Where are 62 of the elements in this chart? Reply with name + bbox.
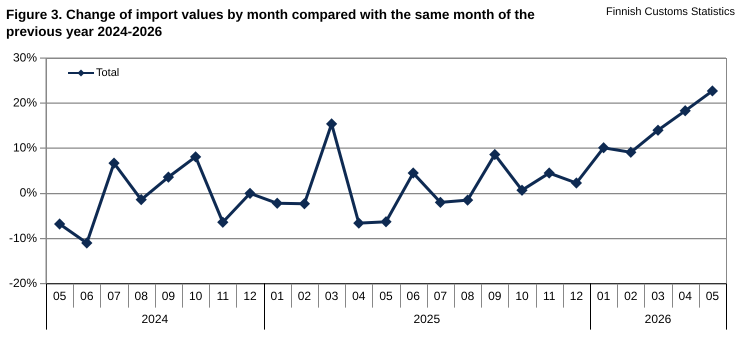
text: 2024 bbox=[141, 312, 168, 326]
point bbox=[354, 218, 364, 228]
x-tick-label: 08 bbox=[460, 289, 475, 304]
point bbox=[381, 216, 392, 227]
point bbox=[299, 198, 310, 209]
point bbox=[54, 219, 65, 230]
point bbox=[109, 158, 120, 168]
x-tick-label: 12 bbox=[243, 289, 258, 304]
x-tick-label: 08 bbox=[134, 289, 148, 304]
text: Finnish Customs Statistics bbox=[606, 6, 736, 19]
point bbox=[163, 172, 174, 182]
x-tick-label: 01 bbox=[596, 289, 611, 304]
point bbox=[680, 106, 690, 116]
y-tick-label: -10% bbox=[9, 230, 38, 245]
x-tick-label: 11 bbox=[542, 289, 556, 304]
point bbox=[136, 194, 146, 205]
point bbox=[544, 168, 554, 178]
x-tick-label: 04 bbox=[678, 289, 692, 304]
x-tick-label: 03 bbox=[651, 289, 665, 304]
x-tick-label: 07 bbox=[107, 289, 122, 304]
x-tick-label: 01 bbox=[270, 289, 284, 304]
x-tick-label: 05 bbox=[706, 289, 720, 304]
chart-title: Figure 3. Change of import values by month compared with the same month of the previous year 2024-2026 bbox=[6, 6, 536, 40]
point bbox=[490, 150, 500, 160]
x-tick-label: 05 bbox=[52, 289, 67, 304]
point bbox=[571, 178, 582, 188]
x-tick-label: 02 bbox=[624, 289, 638, 304]
point bbox=[82, 238, 92, 248]
y-tick-label: 30% bbox=[12, 50, 38, 64]
point bbox=[653, 125, 663, 136]
x-tick-label: 03 bbox=[324, 289, 339, 304]
text: 2025 bbox=[413, 312, 440, 326]
x-tick-label: 12 bbox=[570, 289, 584, 304]
x-tick-label: 05 bbox=[379, 289, 393, 304]
x-tick-label: 09 bbox=[488, 289, 502, 304]
x-tick-label: 10 bbox=[515, 289, 529, 304]
x-tick-label: 02 bbox=[298, 289, 312, 304]
x-tick-label: 09 bbox=[162, 289, 176, 304]
point bbox=[598, 142, 609, 153]
x-tick-label: 06 bbox=[406, 289, 420, 304]
x-tick-label: 06 bbox=[80, 289, 94, 304]
point bbox=[326, 118, 337, 129]
point bbox=[272, 198, 282, 208]
point bbox=[245, 188, 256, 198]
point bbox=[626, 147, 636, 158]
point bbox=[435, 197, 446, 208]
x-tick-label: 10 bbox=[188, 289, 203, 304]
y-tick-label: 20% bbox=[12, 95, 38, 110]
y-tick-label: 0% bbox=[20, 186, 38, 200]
y-tick-label: -20% bbox=[9, 276, 38, 290]
point bbox=[707, 86, 718, 96]
point bbox=[190, 152, 201, 162]
point bbox=[462, 195, 473, 206]
point bbox=[517, 185, 528, 196]
y-tick-label: 10% bbox=[12, 140, 38, 155]
legend-label: Total bbox=[96, 67, 120, 80]
x-tick-label: 04 bbox=[352, 289, 366, 304]
point bbox=[408, 168, 418, 178]
point bbox=[218, 217, 228, 228]
x-tick-label: 07 bbox=[434, 289, 448, 304]
x-tick-label: 11 bbox=[216, 289, 230, 304]
text: 2026 bbox=[644, 312, 672, 326]
